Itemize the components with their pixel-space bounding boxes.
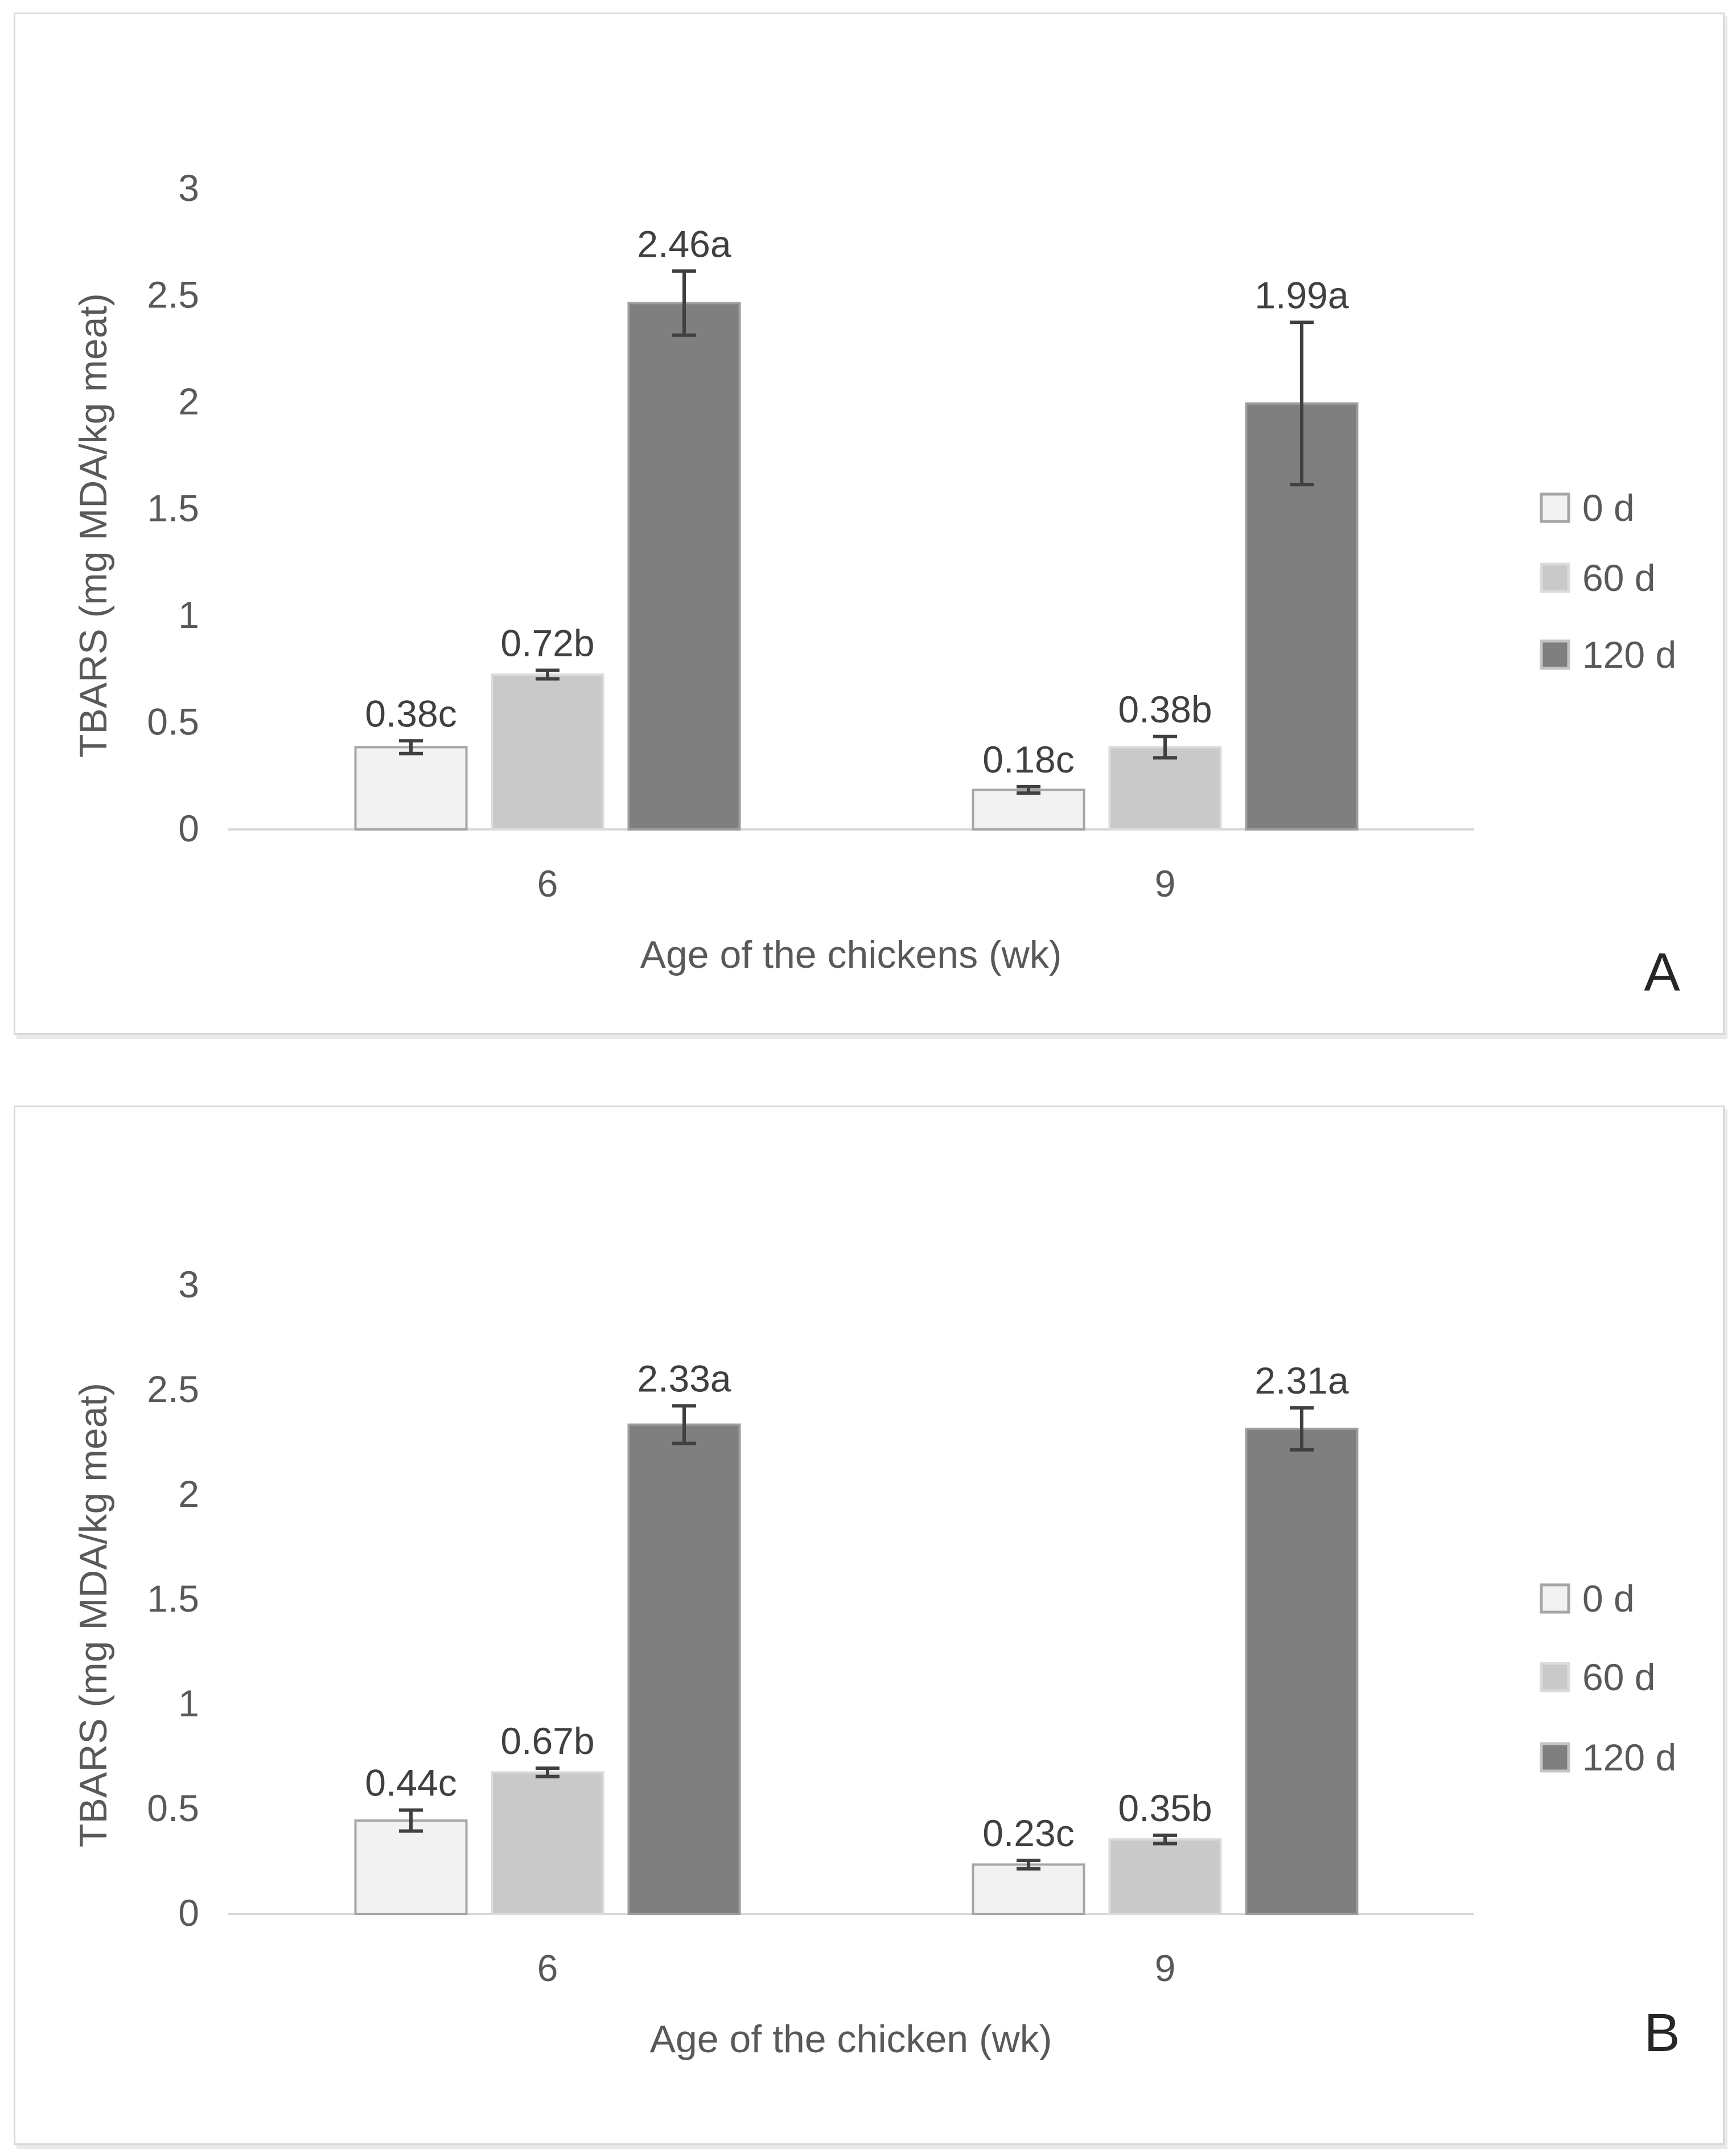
bar-value-label: 0.67b [500, 1720, 594, 1762]
x-axis-title: Age of the chicken (wk) [650, 2017, 1052, 2061]
y-axis-title: TBARS (mg MDA/kg meat) [72, 1383, 115, 1847]
bar-0d-wk6 [354, 1819, 468, 1915]
y-tick-label: 0 [178, 807, 199, 849]
chart-panel-b: 0 0.5 1 1.5 2 2.5 3 TBARS (mg MDA/kg meat) 0.44c… [14, 1106, 1725, 2145]
y-tick-label: 2 [178, 1473, 199, 1515]
y-tick-label: 1.5 [147, 1577, 199, 1620]
y-tick-label: 3 [178, 1263, 199, 1305]
chart-b: 0 0.5 1 1.5 2 2.5 3 TBARS (mg MDA/kg meat) 0.44c… [72, 1263, 1680, 2063]
y-tick-label: 0.5 [147, 701, 199, 743]
panel-letter: B [1644, 2003, 1680, 2063]
panel-letter: A [1644, 942, 1680, 1002]
x-tick-label: 6 [537, 1947, 558, 1989]
bar-120d-wk9 [1245, 1427, 1359, 1915]
legend-swatch-60d [1540, 1662, 1570, 1692]
bar-0d-wk9 [972, 788, 1085, 831]
x-axis-title: Age of the chickens (wk) [640, 933, 1062, 976]
y-tick-label: 1.5 [147, 487, 199, 529]
y-tick-label: 2.5 [147, 1368, 199, 1410]
y-tick-label: 2 [178, 380, 199, 422]
bar-120d-wk6 [627, 302, 741, 831]
bar-value-label: 0.23c [982, 1812, 1074, 1854]
y-tick-label: 1 [178, 594, 199, 636]
y-tick-label: 1 [178, 1682, 199, 1724]
bar-120d-wk6 [627, 1423, 741, 1915]
bar-value-label: 1.99a [1254, 274, 1348, 316]
legend-label: 0 d [1582, 487, 1635, 529]
bar-value-label: 2.46a [637, 223, 731, 265]
bar-value-label: 0.72b [500, 622, 594, 664]
bar-value-label: 0.38c [365, 692, 456, 734]
bar-value-label: 0.44c [365, 1762, 456, 1804]
legend-swatch-0d [1540, 492, 1570, 523]
y-axis-title: TBARS (mg MDA/kg meat) [72, 293, 115, 758]
bar-60d-wk9 [1108, 1838, 1222, 1915]
bar-value-label: 2.31a [1254, 1359, 1348, 1402]
y-tick-label: 0.5 [147, 1787, 199, 1829]
legend-swatch-120d [1540, 1742, 1570, 1773]
legend-label: 120 d [1582, 634, 1676, 676]
bar-value-label: 0.38b [1118, 688, 1212, 730]
legend-swatch-60d [1540, 562, 1570, 593]
legend-label: 60 d [1582, 557, 1655, 599]
bar-0d-wk9 [972, 1863, 1085, 1915]
y-tick-label: 3 [178, 167, 199, 209]
legend-swatch-0d [1540, 1583, 1570, 1614]
chart-a: 0 0.5 1 1.5 2 2.5 3 TBARS (mg MDA/kg meat) 0.38c… [72, 167, 1680, 1002]
bar-60d-wk6 [491, 1771, 604, 1915]
legend-label: 0 d [1582, 1577, 1635, 1620]
y-tick-label: 2.5 [147, 274, 199, 316]
bar-value-label: 2.33a [637, 1357, 731, 1399]
x-tick-label: 9 [1155, 1947, 1176, 1989]
legend-swatch-120d [1540, 639, 1570, 670]
legend-label: 120 d [1582, 1736, 1676, 1778]
y-tick-label: 0 [178, 1892, 199, 1934]
x-tick-label: 6 [537, 862, 558, 905]
legend-label: 60 d [1582, 1656, 1655, 1698]
chart-panel-a: 0 0.5 1 1.5 2 2.5 3 TBARS (mg MDA/kg meat) 0.38c… [14, 13, 1725, 1035]
bar-value-label: 0.35b [1118, 1787, 1212, 1829]
bar-value-label: 0.18c [982, 738, 1074, 780]
bar-60d-wk6 [491, 673, 604, 831]
bar-0d-wk6 [354, 746, 468, 831]
x-tick-label: 9 [1155, 862, 1176, 905]
